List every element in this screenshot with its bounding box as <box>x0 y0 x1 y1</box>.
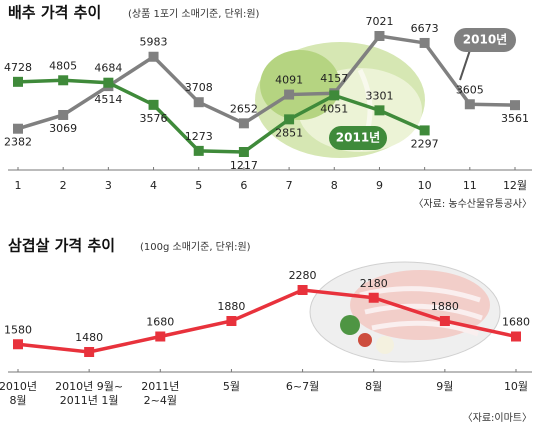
point-marker <box>13 76 23 87</box>
x-tick-label: 7 <box>286 179 293 192</box>
point-marker <box>284 89 295 100</box>
point-marker <box>439 316 450 326</box>
x-tick-label: 5 <box>195 179 202 192</box>
cabbage-illustration <box>255 42 425 158</box>
data-label: 7021 <box>365 15 393 28</box>
legend-label: 2010년 <box>463 33 507 47</box>
data-label: 2297 <box>411 137 439 150</box>
data-label: 1273 <box>185 130 213 143</box>
point-marker <box>374 31 385 41</box>
point-marker <box>284 114 295 125</box>
x-tick-label: 6 <box>240 179 247 192</box>
data-label: 1217 <box>230 159 258 172</box>
data-label: 4728 <box>4 61 32 74</box>
data-label: 3301 <box>365 89 393 102</box>
point-marker <box>13 123 23 134</box>
data-label: 4684 <box>94 62 122 75</box>
point-marker <box>238 118 249 129</box>
x-tick-label: 4 <box>150 179 157 192</box>
data-label: 6673 <box>411 22 439 35</box>
chart-title: 삼겹살 가격 추이 <box>8 237 115 255</box>
point-marker <box>193 145 204 156</box>
data-label: 4514 <box>94 93 122 106</box>
x-tick-label: 3 <box>105 179 112 192</box>
point-marker <box>58 109 69 120</box>
point-marker <box>374 105 385 116</box>
legend-badge <box>454 28 516 52</box>
legend-pointer <box>459 49 471 81</box>
x-tick-label: 2~4월 <box>144 394 177 407</box>
x-tick-label: 2011년 1월 <box>60 394 119 407</box>
legend-label: 2011년 <box>336 131 380 145</box>
data-label: 1880 <box>217 300 245 313</box>
pork-illustration <box>309 261 501 363</box>
legend-badge <box>329 126 387 150</box>
point-marker <box>103 77 114 88</box>
point-marker <box>329 90 340 101</box>
data-label: 3708 <box>185 81 213 94</box>
x-tick-label: 9 <box>376 179 383 192</box>
series-line <box>17 288 517 354</box>
x-tick-label: 9월 <box>436 380 453 393</box>
point-marker <box>297 285 308 295</box>
data-label: 2280 <box>289 269 317 282</box>
x-tick-label: 8월 <box>365 380 382 393</box>
data-label: 2382 <box>4 136 32 149</box>
source: 〈자료: 농수산물유통공사〉 <box>413 198 532 210</box>
chart-title: 배추 가격 추이 <box>8 4 101 22</box>
data-label: 3561 <box>501 112 529 125</box>
data-label: 3576 <box>140 112 168 125</box>
point-marker <box>84 347 95 357</box>
data-label: 3069 <box>49 122 77 135</box>
x-tick-label: 2011년 <box>141 380 179 393</box>
x-tick-label: 6~7월 <box>286 380 319 393</box>
series-line <box>17 34 516 131</box>
point-marker <box>155 331 166 342</box>
point-marker <box>368 292 379 303</box>
point-marker <box>238 147 249 157</box>
point-marker <box>464 99 475 110</box>
data-label: 1680 <box>502 316 530 329</box>
data-label: 4805 <box>49 59 77 72</box>
point-marker <box>510 100 520 111</box>
data-label: 2180 <box>360 277 388 290</box>
point-marker <box>226 316 237 326</box>
x-tick-label: 10월 <box>504 380 528 393</box>
x-tick-label: 2010년 9월~ <box>55 380 123 393</box>
series-line <box>17 78 426 154</box>
point-marker <box>419 37 430 48</box>
data-label: 2652 <box>230 102 258 115</box>
point-marker <box>419 125 430 136</box>
point-marker <box>13 339 23 350</box>
point-marker <box>148 51 159 62</box>
x-tick-label: 8월 <box>9 394 26 407</box>
x-tick-label: 12월 <box>503 179 527 192</box>
data-label: 3605 <box>456 83 484 96</box>
data-label: 1680 <box>146 316 174 329</box>
data-label: 1480 <box>75 331 103 344</box>
data-label: 5983 <box>140 36 168 49</box>
data-label: 4157 <box>320 72 348 85</box>
data-label: 1580 <box>4 323 32 336</box>
x-tick-label: 8 <box>331 179 338 192</box>
chart-subtitle: (상품 1포기 소매기준, 단위:원) <box>128 7 260 20</box>
data-label: 1880 <box>431 300 459 313</box>
data-label: 4051 <box>320 102 348 115</box>
data-label: 4091 <box>275 74 303 87</box>
x-tick-label: 1 <box>15 179 22 192</box>
point-marker <box>193 97 204 108</box>
x-tick-label: 11 <box>463 179 477 192</box>
source: 〈자료:이마트〉 <box>463 412 532 424</box>
chart-subtitle: (100g 소매기준, 단위:원) <box>140 240 251 253</box>
point-marker <box>511 331 521 342</box>
data-label: 2851 <box>275 126 303 139</box>
x-tick-label: 5월 <box>223 380 240 393</box>
x-tick-label: 2 <box>60 179 67 192</box>
point-marker <box>148 99 159 110</box>
x-tick-label: 10 <box>418 179 432 192</box>
point-marker <box>58 75 69 86</box>
x-tick-label: 2010년 <box>0 380 37 393</box>
